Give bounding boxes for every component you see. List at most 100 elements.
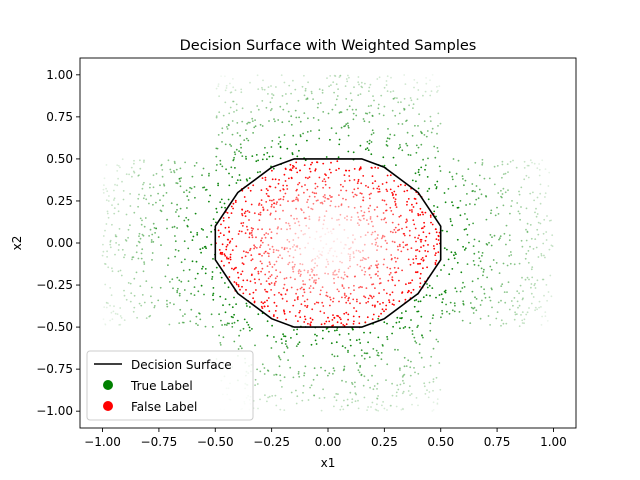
true-label-point — [322, 388, 324, 391]
false-label-point — [328, 249, 331, 252]
true-label-point — [496, 165, 499, 167]
true-label-point — [149, 314, 152, 317]
true-label-point — [538, 168, 541, 171]
true-label-point — [150, 295, 152, 298]
false-label-point — [283, 283, 286, 286]
true-label-point — [271, 155, 274, 158]
true-label-point — [162, 204, 164, 207]
true-label-point — [224, 89, 227, 92]
true-label-point — [513, 263, 516, 266]
false-label-point — [288, 224, 291, 227]
false-label-point — [311, 269, 314, 272]
true-label-point — [533, 284, 536, 287]
true-label-point — [245, 155, 247, 158]
true-label-point — [107, 302, 109, 305]
true-label-point — [525, 239, 528, 242]
true-label-point — [453, 254, 455, 257]
false-label-point — [263, 233, 266, 236]
true-label-point — [532, 248, 535, 250]
true-label-point — [211, 326, 214, 328]
true-label-point — [122, 190, 125, 192]
true-label-point — [415, 144, 418, 147]
true-label-point — [447, 188, 450, 190]
false-label-point — [319, 253, 321, 256]
true-label-point — [416, 310, 419, 313]
false-label-point — [277, 182, 280, 185]
true-label-point — [421, 132, 423, 135]
true-label-point — [179, 207, 182, 210]
true-label-point — [190, 231, 192, 234]
false-label-point — [315, 274, 318, 276]
false-label-point — [270, 289, 272, 291]
true-label-point — [436, 275, 439, 277]
false-label-point — [381, 183, 384, 185]
true-label-point — [145, 198, 148, 201]
true-label-point — [143, 225, 146, 228]
false-label-point — [226, 244, 229, 246]
true-label-point — [348, 105, 351, 108]
true-label-point — [518, 325, 521, 328]
true-label-point — [385, 379, 387, 381]
chart-title: Decision Surface with Weighted Samples — [180, 38, 477, 54]
false-label-point — [314, 238, 317, 240]
true-label-point — [543, 218, 546, 221]
true-label-point — [385, 140, 388, 143]
true-label-point — [283, 409, 286, 411]
false-label-point — [262, 206, 264, 209]
true-label-point — [532, 296, 535, 298]
true-label-point — [351, 401, 353, 404]
true-label-point — [135, 271, 138, 274]
true-label-point — [312, 98, 314, 100]
true-label-point — [520, 186, 523, 189]
false-label-point — [315, 199, 318, 202]
true-label-point — [234, 153, 237, 156]
true-label-point — [152, 174, 155, 177]
true-label-point — [465, 204, 467, 206]
false-label-point — [332, 255, 335, 257]
true-label-point — [118, 228, 121, 230]
false-label-point — [399, 183, 402, 186]
false-label-point — [341, 296, 343, 299]
false-label-point — [371, 297, 374, 299]
true-label-point — [224, 311, 227, 314]
false-label-point — [242, 279, 245, 282]
true-label-point — [526, 230, 529, 233]
true-label-point — [354, 381, 356, 384]
true-label-point — [438, 294, 441, 296]
true-label-point — [521, 245, 524, 248]
false-label-point — [279, 189, 282, 192]
true-label-point — [257, 108, 260, 111]
true-label-point — [271, 97, 273, 99]
true-label-point — [316, 374, 319, 377]
true-label-point — [166, 227, 168, 230]
false-label-point — [321, 286, 324, 288]
false-label-point — [418, 250, 421, 253]
true-label-point — [222, 336, 225, 339]
false-label-point — [398, 300, 401, 303]
false-label-point — [258, 202, 261, 205]
false-label-point — [258, 278, 261, 281]
true-label-point — [201, 174, 203, 177]
true-label-point — [310, 90, 313, 93]
true-label-point — [188, 191, 191, 194]
true-label-point — [166, 303, 168, 306]
false-label-point — [295, 161, 298, 164]
true-label-point — [176, 182, 179, 185]
false-label-point — [251, 258, 254, 261]
true-label-point — [171, 226, 174, 229]
false-label-point — [386, 266, 389, 269]
true-label-point — [431, 74, 434, 76]
true-label-point — [378, 76, 381, 79]
true-label-point — [230, 91, 233, 93]
true-label-point — [540, 253, 543, 255]
true-label-point — [113, 197, 116, 200]
true-label-point — [383, 86, 386, 89]
true-label-point — [106, 212, 109, 215]
false-label-point — [343, 271, 346, 274]
true-label-point — [539, 202, 542, 205]
false-label-point — [252, 291, 255, 294]
false-label-point — [230, 212, 233, 215]
true-label-point — [296, 395, 299, 398]
false-label-point — [352, 195, 355, 198]
